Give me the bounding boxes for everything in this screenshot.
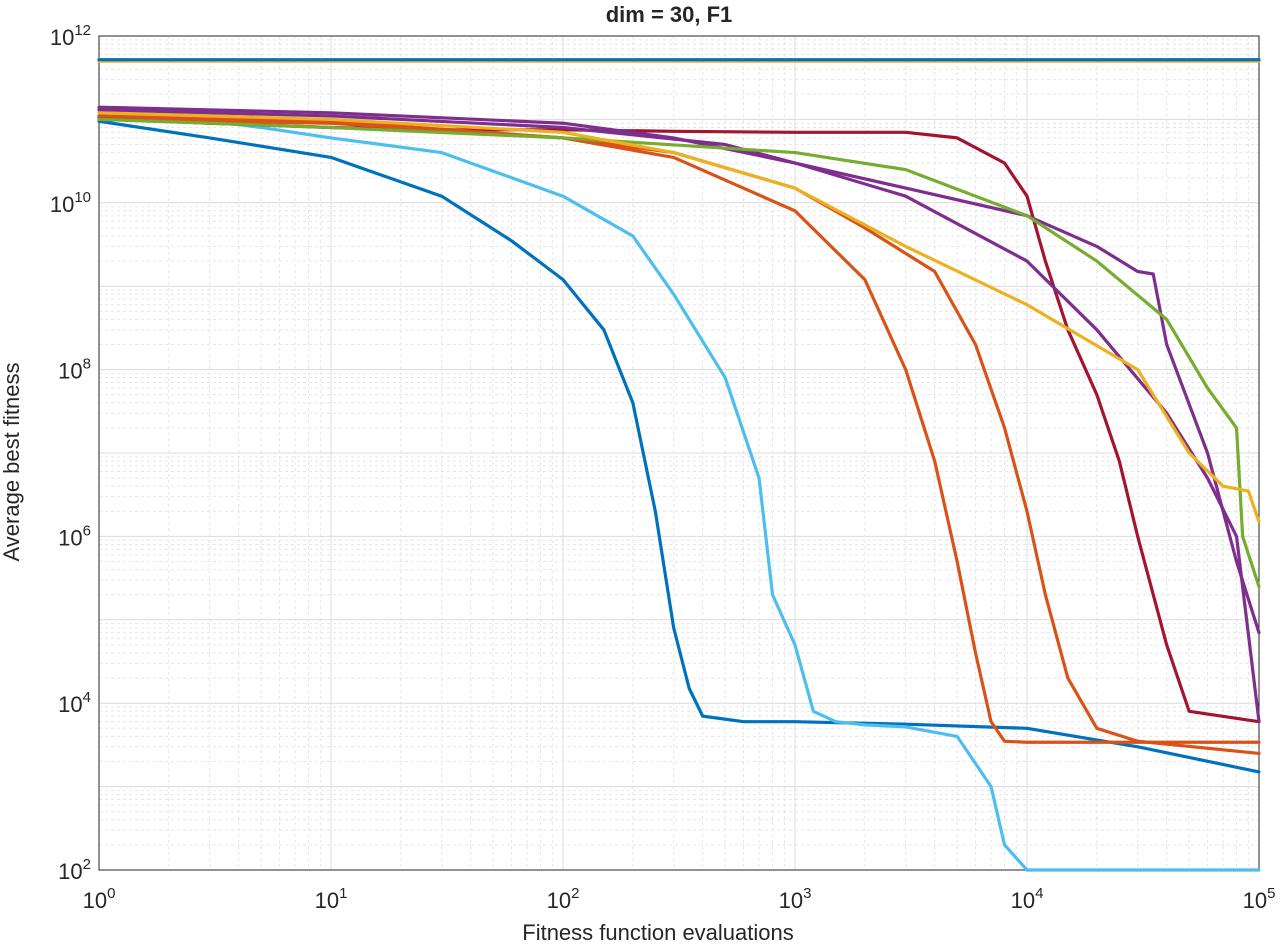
y-axis-label: Average best fitness [0,363,24,562]
series-group [97,58,1261,872]
plot-frame [98,35,1260,871]
y-tick-label: 104 [58,689,91,717]
y-tick-label: 106 [58,522,91,550]
grid [98,35,1260,871]
series-line-1 [97,119,1261,774]
x-tick-label: 105 [1243,885,1276,913]
series-line-9 [97,111,1261,524]
series-line-3 [97,116,1261,724]
y-tick-label: 1012 [50,22,91,50]
series-line-8 [97,117,1261,589]
y-tick-label: 108 [58,356,91,384]
chart-title: dim = 30, F1 [606,2,733,27]
x-tick-label: 102 [547,885,580,913]
x-tick-label: 101 [315,885,348,913]
series-line-7 [97,108,1261,724]
x-axis-label: Fitness function evaluations [522,920,794,945]
x-tick-label: 104 [1011,885,1044,913]
x-tick-label: 103 [779,885,812,913]
x-axis-ticks: 100 101 102 103 104 105 [83,885,1276,913]
series-line-6 [97,105,1261,635]
series-line-5 [97,114,1261,756]
series-line-2 [97,114,1261,872]
y-axis-ticks: 102 104 106 108 1010 1012 [50,22,91,884]
y-tick-label: 102 [58,856,91,884]
x-tick-label: 100 [83,885,116,913]
y-tick-label: 1010 [50,189,91,217]
